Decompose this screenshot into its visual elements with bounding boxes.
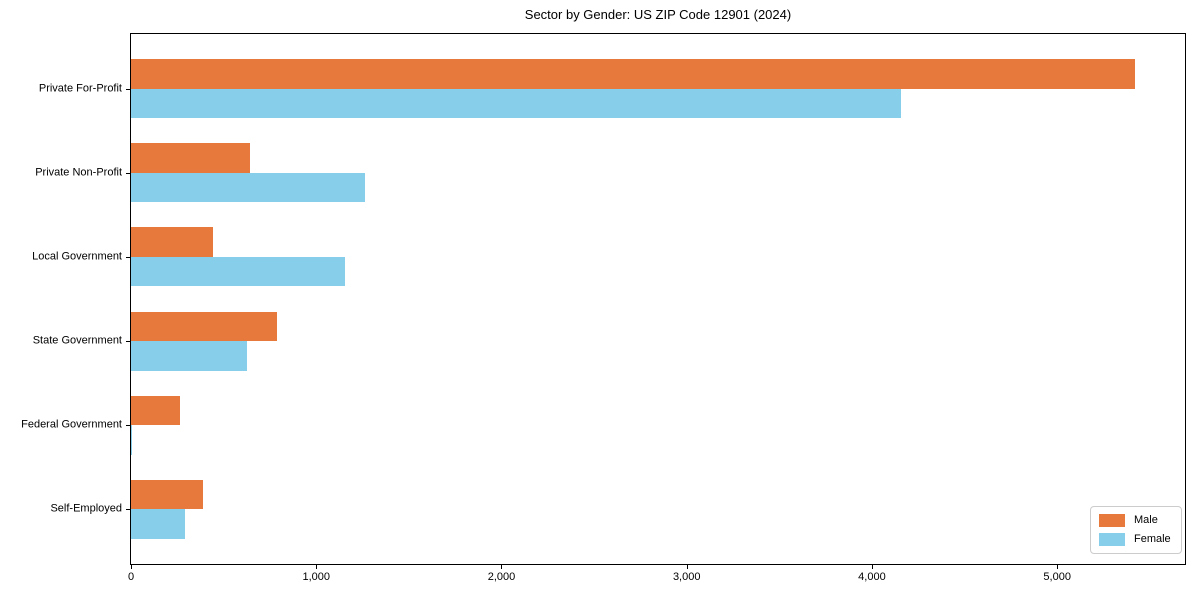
bar-self-employed-male — [131, 479, 204, 510]
x-tick-label-4-000: 4,000 — [858, 571, 886, 583]
x-tick-label-0: 0 — [127, 571, 135, 583]
y-tick-mark — [126, 509, 130, 511]
legend-item-female: Female — [1099, 533, 1171, 546]
legend-swatch-male — [1099, 514, 1125, 527]
plot-area — [130, 33, 1186, 565]
legend-label-male: Male — [1134, 514, 1158, 526]
legend-swatch-female — [1099, 533, 1125, 546]
y-tick-mark — [126, 88, 130, 90]
legend: Male Female — [1090, 506, 1182, 554]
bar-private-non-profit-male — [131, 143, 250, 173]
x-tick-mark — [686, 565, 688, 569]
bar-local-government-male — [131, 227, 214, 257]
bar-state-government-male — [131, 311, 278, 342]
bar-private-for-profit-female — [131, 88, 901, 119]
chart-title: Sector by Gender: US ZIP Code 12901 (202… — [524, 7, 792, 22]
x-tick-label-3-000: 3,000 — [672, 571, 701, 583]
y-tick-label-federal-government: Federal Government — [21, 418, 122, 431]
x-tick-mark — [501, 565, 503, 569]
y-tick-label-state-government: State Government — [32, 334, 122, 347]
y-tick-mark — [126, 256, 130, 258]
y-tick-label-private-for-profit: Private For-Profit — [38, 82, 122, 95]
y-tick-mark — [126, 172, 130, 174]
y-tick-mark — [126, 425, 130, 427]
bar-private-non-profit-female — [131, 172, 366, 203]
bar-federal-government-male — [131, 395, 181, 426]
bar-federal-government-female — [131, 425, 132, 455]
legend-label-female: Female — [1134, 533, 1171, 545]
x-tick-mark — [1057, 565, 1059, 569]
x-tick-label-1-000: 1,000 — [302, 571, 330, 583]
legend-item-male: Male — [1099, 514, 1171, 527]
x-tick-mark — [316, 565, 318, 569]
bar-state-government-female — [131, 341, 247, 371]
bar-local-government-female — [131, 256, 345, 287]
bar-self-employed-female — [131, 509, 185, 539]
x-tick-mark — [131, 565, 132, 569]
y-tick-label-self-employed: Self-Employed — [50, 502, 122, 515]
x-tick-mark — [871, 565, 873, 569]
x-tick-label-5-000: 5,000 — [1043, 571, 1071, 583]
y-tick-label-local-government: Local Government — [32, 250, 122, 263]
bar-private-for-profit-male — [131, 59, 1135, 89]
x-tick-label-2-000: 2,000 — [487, 571, 516, 583]
y-tick-mark — [126, 341, 130, 343]
y-tick-label-private-non-profit: Private Non-Profit — [35, 166, 122, 179]
